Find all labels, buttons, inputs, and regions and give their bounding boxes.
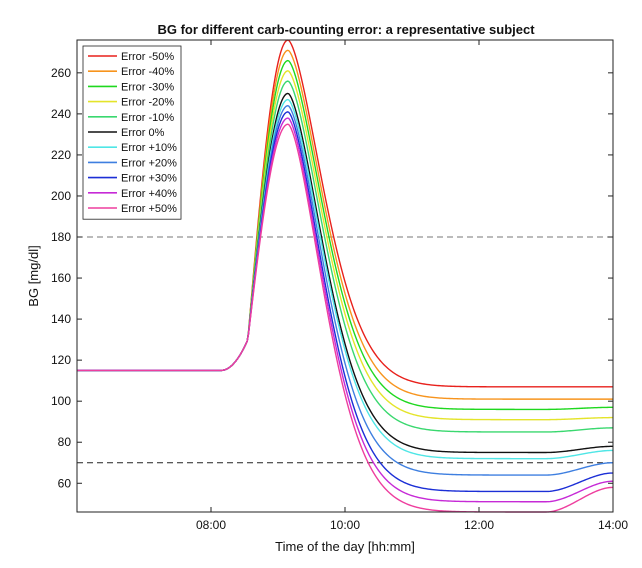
y-tick-label: 260	[51, 66, 71, 80]
legend-label: Error +40%	[121, 188, 177, 200]
x-tick-label: 10:00	[330, 518, 360, 532]
legend-label: Error 0%	[121, 127, 165, 139]
y-tick-label: 180	[51, 230, 71, 244]
y-tick-label: 220	[51, 148, 71, 162]
y-tick-label: 80	[58, 435, 72, 449]
y-tick-label: 100	[51, 394, 71, 408]
legend-label: Error +50%	[121, 203, 177, 215]
legend-label: Error -40%	[121, 66, 174, 78]
legend-label: Error -50%	[121, 51, 174, 63]
y-tick-label: 60	[58, 476, 72, 490]
y-tick-label: 120	[51, 353, 71, 367]
x-tick-label: 08:00	[196, 518, 226, 532]
x-tick-label: 12:00	[464, 518, 494, 532]
y-axis-label: BG [mg/dl]	[26, 245, 41, 306]
x-axis-label: Time of the day [hh:mm]	[275, 539, 415, 554]
y-tick-label: 200	[51, 189, 71, 203]
legend-label: Error +30%	[121, 173, 177, 185]
legend-label: Error -30%	[121, 81, 174, 93]
legend-label: Error +20%	[121, 157, 177, 169]
legend-label: Error +10%	[121, 142, 177, 154]
y-tick-label: 140	[51, 312, 71, 326]
chart-title: BG for different carb-counting error: a …	[157, 22, 535, 37]
legend-label: Error -20%	[121, 97, 174, 109]
y-tick-label: 160	[51, 271, 71, 285]
legend-label: Error -10%	[121, 112, 174, 124]
legend: Error -50% Error -40% Error -30% Error -20%…	[82, 45, 182, 220]
x-tick-label: 14:00	[598, 518, 628, 532]
y-tick-label: 240	[51, 107, 71, 121]
